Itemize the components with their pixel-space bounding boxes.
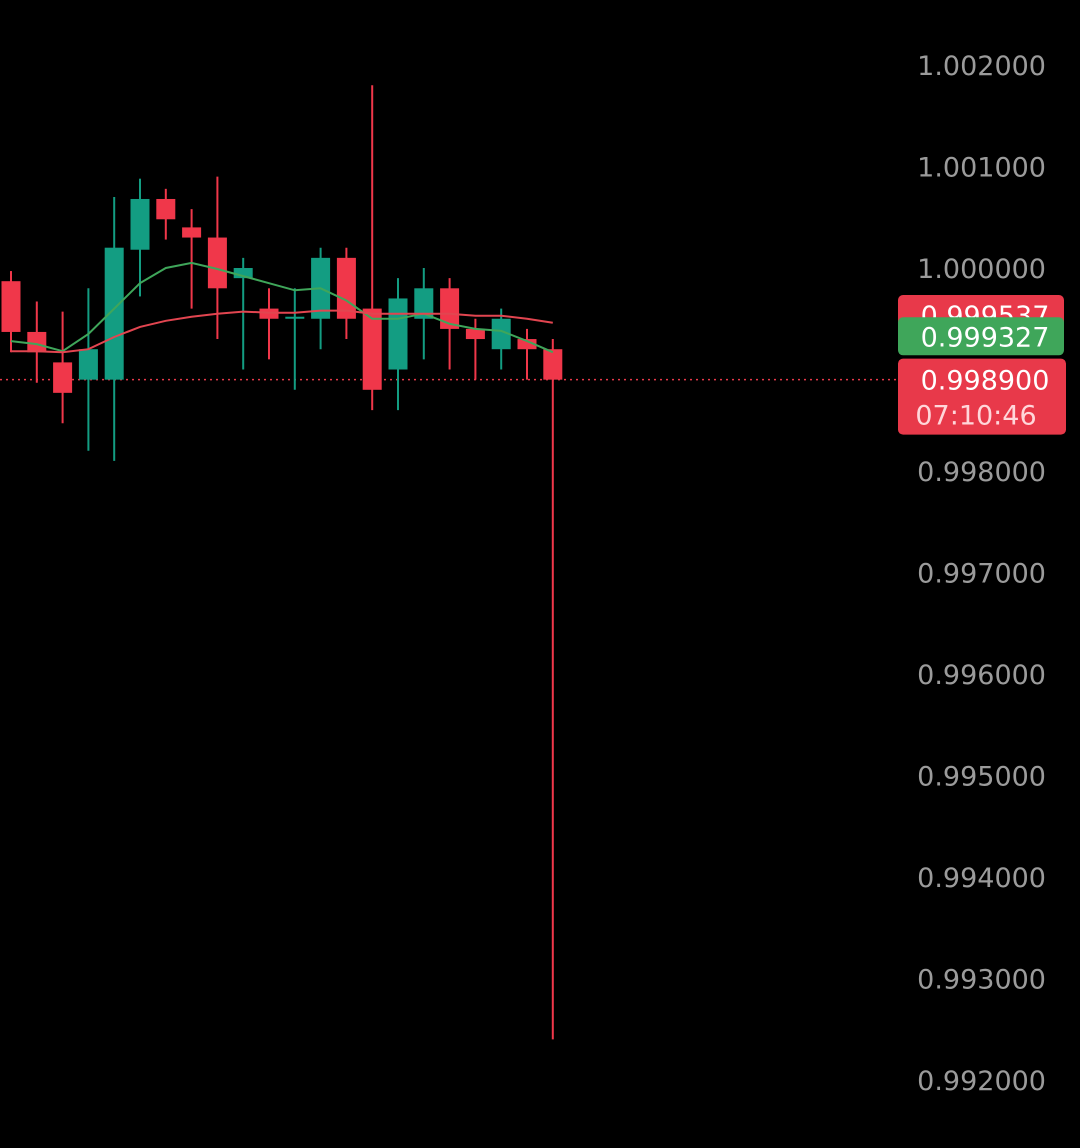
price-tick-label: 0.992000	[917, 1066, 1046, 1097]
candle-body	[517, 339, 537, 350]
price-tick-label: 0.996000	[917, 660, 1046, 691]
candle-body	[233, 268, 253, 279]
last-price-badge-bg	[898, 358, 1066, 435]
candle-body	[414, 288, 434, 319]
ma-slow-line	[11, 309, 553, 354]
candles[interactable]	[1, 85, 563, 1040]
price-tick-label: 1.002000	[917, 51, 1046, 82]
candle-body	[207, 237, 227, 289]
candle-countdown: 07:10:46	[915, 401, 1036, 432]
price-tick-label: 0.995000	[917, 762, 1046, 793]
candle-body	[53, 362, 73, 393]
candle[interactable]	[285, 288, 305, 390]
candle[interactable]	[388, 278, 408, 411]
candle[interactable]	[156, 188, 176, 240]
candle-body	[156, 198, 176, 220]
candle-body	[104, 247, 124, 380]
price-tick-label: 1.001000	[917, 153, 1046, 184]
candle-body	[543, 349, 563, 380]
candle[interactable]	[1, 271, 21, 353]
candle[interactable]	[130, 178, 150, 297]
candle-body	[182, 227, 202, 238]
last-price-badge: 0.998900 07:10:46	[898, 358, 1066, 435]
moving-average-lines	[10, 261, 554, 354]
candle[interactable]	[182, 209, 202, 309]
candle-body	[285, 316, 305, 319]
candle[interactable]	[78, 288, 98, 451]
candle[interactable]	[53, 311, 73, 424]
price-tick-label: 0.994000	[917, 863, 1046, 894]
candle-body	[362, 308, 382, 390]
price-tick-label: 0.998000	[917, 457, 1046, 488]
candle[interactable]	[104, 196, 124, 461]
candle-body	[465, 328, 485, 340]
last-price-value: 0.998900	[921, 366, 1050, 397]
candle-body	[78, 349, 98, 380]
candle[interactable]	[491, 308, 511, 370]
candle-body	[27, 331, 47, 353]
candle[interactable]	[517, 328, 537, 380]
candle[interactable]	[543, 339, 563, 1040]
price-tick-label: 1.000000	[917, 254, 1046, 285]
price-tick-label: 0.997000	[917, 559, 1046, 590]
price-axis[interactable]: 1.002000 1.001000 1.000000 0.998000 0.997000…	[917, 51, 1046, 1097]
ma-fast-value: 0.999327	[921, 322, 1050, 353]
candle[interactable]	[362, 85, 382, 411]
candle-body	[491, 318, 511, 350]
candle[interactable]	[27, 301, 47, 383]
candle-body	[1, 281, 21, 332]
candle-body	[388, 298, 408, 370]
candle-body	[440, 288, 460, 329]
ma-fast-line	[10, 261, 554, 354]
ma-fast-badge: 0.999327	[898, 317, 1064, 356]
ma-fast-badge-bg	[898, 317, 1064, 356]
candle-body	[130, 198, 150, 250]
price-tick-label: 0.993000	[917, 965, 1046, 996]
candle[interactable]	[207, 176, 227, 340]
